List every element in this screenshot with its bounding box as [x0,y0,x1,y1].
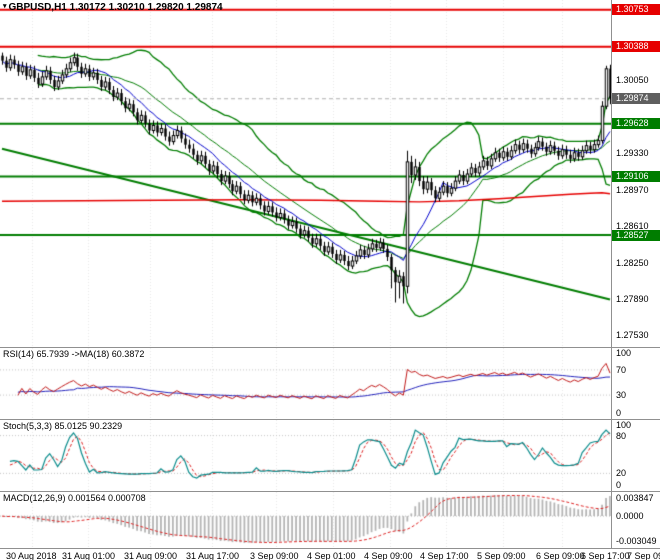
symbol-marker-icon: ▾ [3,3,7,10]
chart-title-text: GBPUSD,H1 1.30172 1.30210 1.29820 1.2987… [8,2,223,13]
macd-indicator-canvas[interactable] [0,492,612,547]
stochastic-axis-tick: 0 [616,480,622,490]
price-axis-tick: 1.27890 [616,293,649,304]
time-axis-label: 6 Sep 17:00 [581,551,630,560]
macd-axis[interactable]: 0.003847 0.0000 -0.003049 [611,492,660,548]
price-axis-tick: 1.28250 [616,257,649,268]
rsi-indicator-canvas[interactable] [0,348,612,418]
stochastic-axis-tick: 80 [616,430,627,441]
time-axis-label: 4 Sep 17:00 [420,551,469,560]
stochastic-indicator-label: Stoch(5,3,3) 85.0125 90.2329 [3,421,123,431]
stochastic-indicator-canvas[interactable] [0,420,612,490]
stochastic-indicator-panel: 100 80 20 0 Stoch(5,3,3) 85.0125 90.2329 [0,419,660,491]
price-axis-tick: 1.28970 [616,184,649,195]
time-axis-label: 4 Sep 01:00 [307,551,356,560]
time-axis-label: 4 Sep 09:00 [364,551,413,560]
main-chart-panel: 1.30753 1.30388 1.30050 1.29874 1.29628 1.293… [0,0,660,347]
price-axis-tick: 1.29330 [616,148,649,159]
price-axis-tick: 1.28610 [616,221,649,232]
time-axis-label: 5 Sep 09:00 [477,551,526,560]
macd-axis-tick: 0.003847 [616,493,654,503]
stochastic-axis-tick: 20 [616,468,627,479]
price-level-label-resistance: 1.30753 [612,4,660,16]
macd-axis-tick: 0.0000 [616,511,644,522]
macd-indicator-label: MACD(12,26,9) 0.001564 0.000708 [3,493,146,503]
price-level-label-resistance: 1.30388 [612,41,660,53]
time-axis[interactable]: 30 Aug 2018 31 Aug 01:00 31 Aug 09:00 31 Au… [0,548,660,560]
rsi-axis[interactable]: 100 70 30 0 [611,348,660,419]
price-level-label-support: 1.29628 [612,118,660,130]
time-axis-label: 30 Aug 2018 [6,551,57,560]
chart-title: ▾ GBPUSD,H1 1.30172 1.30210 1.29820 1.298… [3,2,223,13]
price-axis-tick: 1.27530 [616,330,649,341]
stochastic-axis[interactable]: 100 80 20 0 [611,420,660,491]
rsi-indicator-label: RSI(14) 65.7939 ->MA(18) 60.3872 [3,349,145,359]
price-level-label-support: 1.28527 [612,229,660,241]
price-axis-tick: 1.30050 [616,75,649,86]
time-axis-label: 3 Sep 09:00 [250,551,299,560]
rsi-axis-tick: 30 [616,390,627,401]
price-axis[interactable]: 1.30753 1.30388 1.30050 1.29874 1.29628 1.293… [611,0,660,347]
macd-indicator-panel: 0.003847 0.0000 -0.003049 MACD(12,26,9) 0.… [0,491,660,548]
rsi-axis-tick: 70 [616,364,627,375]
time-axis-label: 31 Aug 01:00 [62,551,116,560]
price-level-label-support: 1.29106 [612,170,660,182]
main-chart-canvas[interactable] [0,0,612,347]
time-axis-label: 31 Aug 09:00 [124,551,178,560]
time-axis-label: 6 Sep 09:00 [536,551,585,560]
rsi-indicator-panel: 100 70 30 0 RSI(14) 65.7939 ->MA(18) 60.387… [0,347,660,419]
time-axis-label: 7 Sep 09:00 [627,551,660,560]
rsi-axis-tick: 100 [616,348,632,358]
price-level-label-current: 1.29874 [612,93,660,105]
macd-axis-tick: -0.003049 [616,536,657,546]
time-axis-label: 31 Aug 17:00 [186,551,240,560]
rsi-axis-tick: 0 [616,408,622,418]
stochastic-axis-tick: 100 [616,420,632,430]
